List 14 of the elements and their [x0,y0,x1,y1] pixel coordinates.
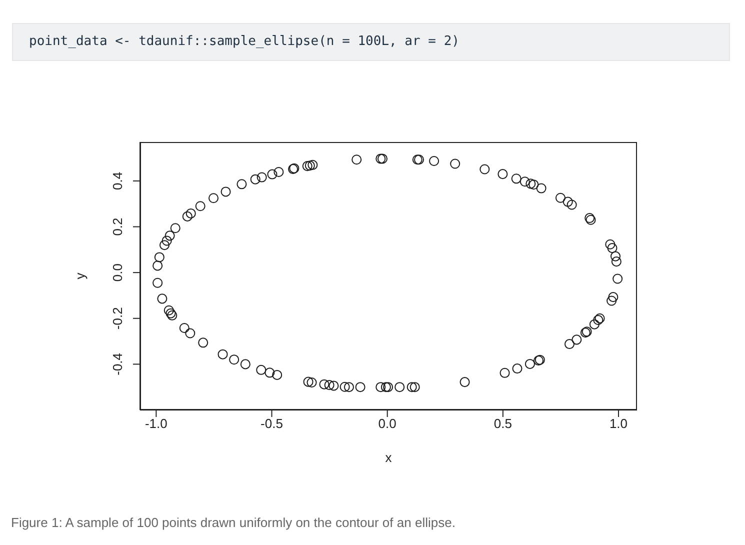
y-axis-title: y [72,272,88,280]
caption: Figure 1: A sample of 100 points drawn uniformly on the contour of an ellipse. [11,515,456,530]
x-axis-title: x [385,450,392,465]
x-tick-label: -0.5 [260,416,283,432]
y-tick-label: -0.2 [110,307,124,330]
x-tick-label: 0.0 [378,416,396,432]
x-tick-label: 1.0 [609,416,628,432]
y-tick-label: 0.2 [110,218,124,236]
x-tick-label: 0.5 [494,416,512,432]
y-tick-label: -0.4 [110,352,124,376]
y-tick-label: 0.4 [110,172,124,190]
y-tick-label: 0.0 [110,264,124,282]
x-tick-label: -1.0 [144,416,168,432]
text: point_data <- tdaunif::sample_ellipse(n = 100L, ar = 2) [12,23,730,61]
